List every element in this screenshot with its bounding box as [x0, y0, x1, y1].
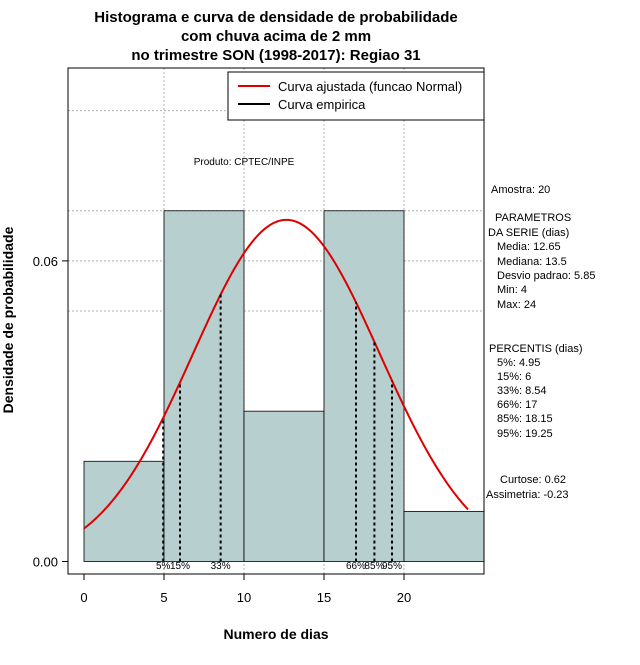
legend: Curva ajustada (funcao Normal) Curva emp…: [227, 71, 485, 121]
percentile-layer: 5% 15% 33% 66%85%95%: [156, 294, 402, 572]
histogram-bar-2: [243, 410, 325, 562]
stats-p66: 66%: 17: [497, 399, 537, 411]
stats-parametros-title-2: DA SERIE (dias): [488, 227, 569, 239]
stats-amostra: Amostra: 20: [491, 184, 550, 196]
legend-box: [227, 71, 485, 121]
stats-media: Media: 12.65: [497, 241, 561, 253]
histogram-bar-3: [323, 210, 405, 562]
percentile-label-3: 66%: [346, 561, 366, 572]
bars-layer: [83, 210, 485, 562]
legend-label-empirical: Curva empirica: [278, 97, 366, 112]
x-tick-label-4: 20: [397, 590, 411, 605]
stats-p95: 95%: 19.25: [497, 428, 553, 440]
percentile-label-1: 15%: [170, 561, 190, 572]
curve-layer: [83, 218, 469, 530]
stats-panel: Amostra: 20 PARAMETROS DA SERIE (dias) M…: [486, 184, 595, 501]
chart-title-line-1: Histograma e curva de densidade de proba…: [94, 9, 457, 26]
y-axis-label: Densidade de probabilidade: [0, 226, 16, 413]
stats-assimetria: Assimetria: -0.23: [486, 489, 569, 501]
stats-parametros-title-1: PARAMETROS: [495, 212, 571, 224]
product-annotation: Produto: CPTEC/INPE: [194, 157, 295, 168]
normal-curve-line: [83, 218, 469, 530]
x-tick-label-3: 15: [317, 590, 331, 605]
stats-curtose: Curtose: 0.62: [500, 474, 566, 486]
stats-mediana: Mediana: 13.5: [497, 256, 567, 268]
percentile-label-0: 5%: [156, 561, 171, 572]
x-tick-label-2: 10: [237, 590, 251, 605]
x-tick-label-0: 0: [80, 590, 87, 605]
chart-title-line-3: no trimestre SON (1998-2017): Regiao 31: [131, 47, 420, 64]
y-tick-label-1: 0.06: [33, 254, 58, 269]
histogram-bar-0: [83, 460, 165, 562]
percentile-label-2: 33%: [211, 561, 231, 572]
chart-title-line-2: com chuva acima de 2 mm: [181, 28, 371, 45]
stats-desvio: Desvio padrao: 5.85: [497, 270, 595, 282]
x-tick-label-1: 5: [160, 590, 167, 605]
histogram-bar-1: [163, 210, 245, 562]
stats-p15: 15%: 6: [497, 371, 531, 383]
stats-p33: 33%: 8.54: [497, 385, 547, 397]
legend-label-normal: Curva ajustada (funcao Normal): [278, 79, 462, 94]
axes-layer: 0 5 10 15 20 0.00 0.06: [33, 67, 485, 605]
y-tick-label-0: 0.00: [33, 554, 58, 569]
plot-frame: [67, 67, 485, 575]
histogram-bar-4: [403, 510, 485, 562]
percentile-label-5: 95%: [382, 561, 402, 572]
percentile-label-4: 85%: [364, 561, 384, 572]
stats-p5: 5%: 4.95: [497, 357, 540, 369]
stats-max: Max: 24: [497, 299, 536, 311]
x-axis-label: Numero de dias: [223, 626, 328, 642]
stats-min: Min: 4: [497, 284, 527, 296]
stats-p85: 85%: 18.15: [497, 413, 553, 425]
stats-percentis-title: PERCENTIS (dias): [489, 343, 583, 355]
